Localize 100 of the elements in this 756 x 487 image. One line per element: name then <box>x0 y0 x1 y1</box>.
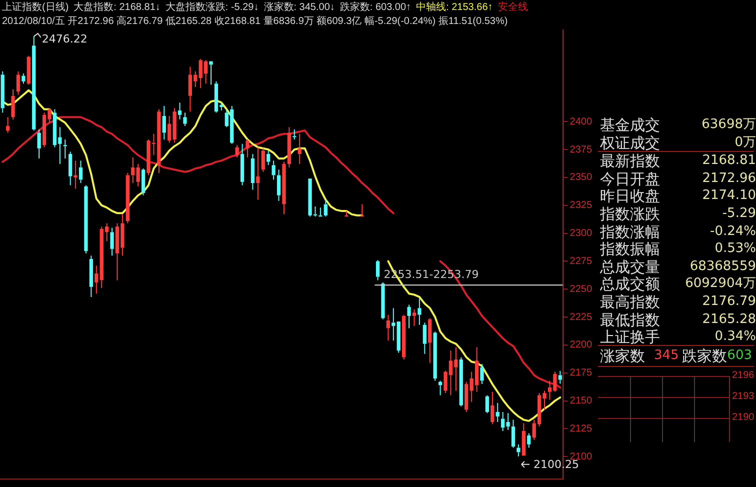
candlestick <box>496 402 500 423</box>
text: 63698万 <box>702 116 756 134</box>
candlestick <box>407 304 411 329</box>
candlestick <box>402 314 406 360</box>
chart-subtitle: 2012/08/10/五 开2172.96 高2176.79 低2165.28 收2168.81 量6836.9万 额609.3亿 幅-5.29(-0.24%) 振11.51(0.53%) <box>2 15 509 29</box>
text: 跌家数: 603.00↑ <box>340 2 412 13</box>
candlestick <box>131 156 135 184</box>
text: 指数振幅 <box>600 240 660 258</box>
text: 最新指数 <box>600 152 660 170</box>
text: 2196 <box>732 369 754 383</box>
candlestick <box>256 146 260 200</box>
text: 最高指数 <box>600 293 660 311</box>
text: 中轴线: 2153.66↑ <box>416 2 493 13</box>
candlestick <box>266 150 270 166</box>
text: 总成交量 <box>600 258 660 276</box>
text: 68368559 <box>690 258 756 276</box>
text: 6092904万 <box>685 275 756 294</box>
text: 大盘指数涨跌: -5.29↓ <box>165 2 259 13</box>
candlestick <box>94 265 98 294</box>
candlestick <box>183 112 187 127</box>
text: 昨日收盘 <box>600 187 660 206</box>
text: 指数涨跌 <box>600 205 660 223</box>
text: 今日开盘 <box>600 170 660 188</box>
candlestick <box>287 126 292 168</box>
text: 指数涨幅 <box>600 222 660 241</box>
y-tick-label: 2275 <box>570 256 592 267</box>
text: 2174.10 <box>702 187 756 206</box>
y-tick-label: 2200 <box>570 340 592 351</box>
candlestick <box>485 394 490 414</box>
text: 0.53% <box>714 240 756 258</box>
text: 0.34% <box>714 328 756 346</box>
text: 603 <box>727 347 752 365</box>
candlestick <box>141 168 146 196</box>
candlestick <box>490 391 494 425</box>
candlestick <box>136 164 140 187</box>
candlestick <box>68 151 72 186</box>
candlestick <box>272 160 276 180</box>
text: 安全线 <box>498 2 528 13</box>
candlestick <box>178 102 182 120</box>
candlestick <box>6 116 10 134</box>
y-tick-label: 2325 <box>570 200 592 212</box>
candlestick <box>527 432 531 448</box>
candlestick <box>11 88 15 120</box>
chart-title: 上证指数(日线) <box>2 2 69 13</box>
candlestick <box>480 363 484 385</box>
candlestick <box>516 444 520 457</box>
text: 2190 <box>732 411 754 425</box>
candlestick <box>428 318 432 364</box>
candlestick <box>298 133 302 165</box>
candlestick <box>433 331 437 382</box>
candlestick <box>0 70 4 114</box>
text: 345 <box>654 347 679 365</box>
candlestick <box>422 322 426 354</box>
candlestick <box>26 55 30 86</box>
y-tick-label: 2250 <box>570 284 592 295</box>
candlestick <box>522 422 526 456</box>
text: 2176.79 <box>702 293 756 311</box>
candlestick <box>276 169 281 202</box>
candlestick <box>84 184 88 254</box>
candlestick <box>459 356 463 407</box>
text: 2476.22 <box>42 32 88 46</box>
y-tick-label: 2175 <box>570 368 592 379</box>
candlestick <box>74 160 78 190</box>
text: 2172.96 <box>702 170 756 188</box>
text: 跌家数 <box>682 347 727 365</box>
candlestick <box>418 298 422 326</box>
y-tick-label: 2150 <box>570 396 592 407</box>
text: 2168.81 <box>702 152 756 170</box>
text: 涨家数 <box>600 347 645 365</box>
candlestick <box>381 282 385 320</box>
candlestick <box>16 70 20 96</box>
candlestick <box>240 143 244 186</box>
candlestick <box>386 314 390 342</box>
text: -0.24% <box>710 222 756 241</box>
candlestick <box>396 322 400 354</box>
candlestick <box>110 227 114 256</box>
y-tick-label: 2125 <box>570 423 592 434</box>
text: 上证换手 <box>600 328 660 346</box>
candlestick <box>246 138 250 158</box>
candlestick <box>392 308 396 342</box>
candlestick <box>209 61 213 86</box>
candlestick <box>78 160 83 184</box>
candlestick <box>89 255 94 298</box>
candlestick <box>318 207 322 217</box>
text: 总成交额 <box>600 275 660 294</box>
y-tick-label: 2300 <box>570 228 592 240</box>
y-tick-label: 2225 <box>570 312 592 323</box>
candlestick <box>162 105 166 140</box>
candlestick <box>32 36 36 132</box>
candlestick <box>261 148 265 172</box>
text: 基金成交 <box>600 116 660 134</box>
candlestick <box>235 144 239 158</box>
text: 最低指数 <box>600 310 660 329</box>
candlestick <box>282 161 286 215</box>
candlestick <box>22 73 26 84</box>
text: -5.29 <box>722 205 756 223</box>
text: 2165.28 <box>702 310 756 329</box>
text: 2193 <box>732 390 754 404</box>
text: 大盘指数: 2168.81↓ <box>74 2 160 13</box>
candlestick <box>412 308 416 326</box>
